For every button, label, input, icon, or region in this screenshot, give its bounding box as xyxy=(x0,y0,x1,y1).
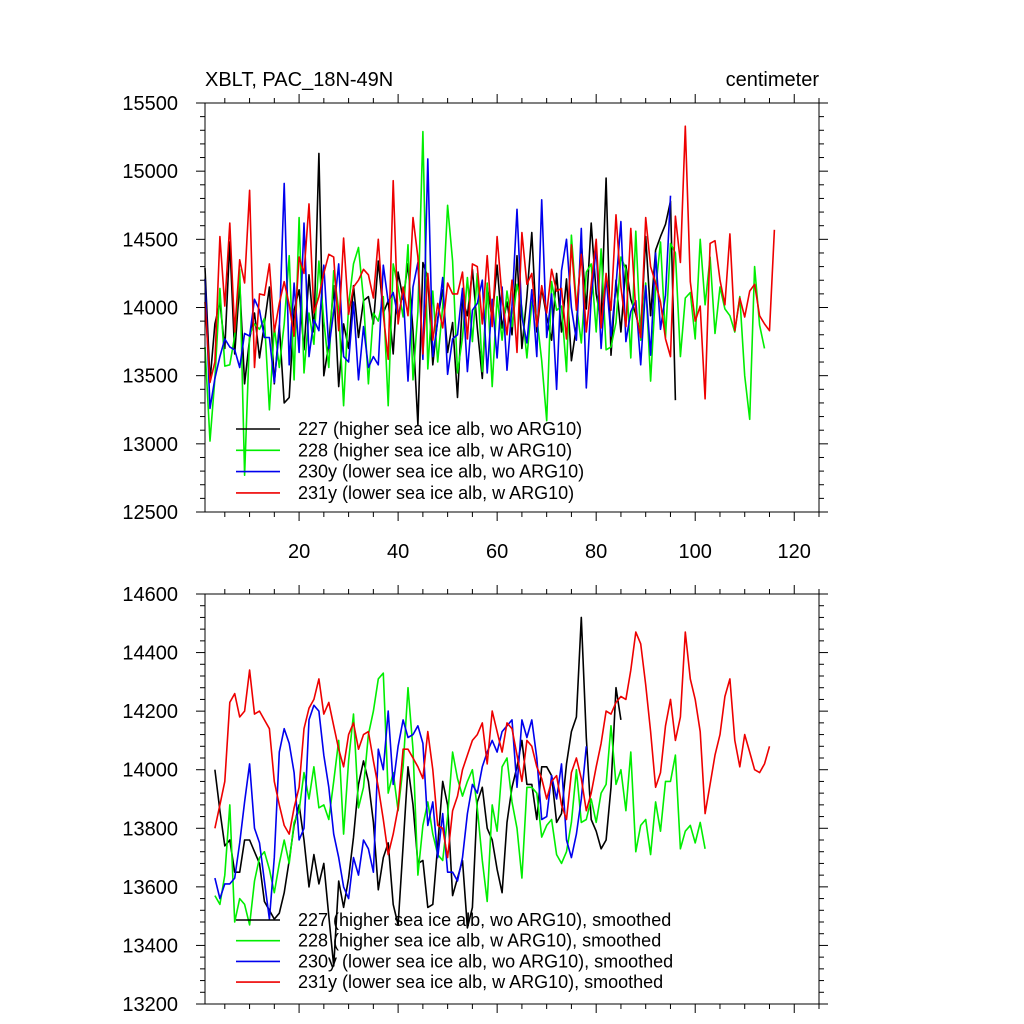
y-tick-label: 13500 xyxy=(122,366,178,388)
x-tick-label: 80 xyxy=(585,541,607,563)
series-line-2 xyxy=(204,158,672,410)
bottom-legend: 227 (higher sea ice alb, wo ARG10), smoo… xyxy=(236,910,673,992)
legend-label-2: 230y (lower sea ice alb, wo ARG10), smoo… xyxy=(298,951,673,971)
units-label: centimeter xyxy=(726,69,820,91)
y-tick-label: 14500 xyxy=(122,229,178,251)
y-tick-label: 13200 xyxy=(122,994,178,1016)
top-series-lines xyxy=(204,125,776,477)
bottom-plot-frame xyxy=(204,593,820,1005)
y-tick-label: 13000 xyxy=(122,434,178,456)
legend-label-3: 231y (lower sea ice alb, w ARG10) xyxy=(298,483,574,503)
y-tick-label: 13400 xyxy=(122,935,178,957)
series-line-3 xyxy=(214,631,771,859)
y-tick-label: 15000 xyxy=(122,161,178,183)
legend-label-3: 231y (lower sea ice alb, w ARG10), smoot… xyxy=(298,972,663,992)
series-line-2 xyxy=(214,704,588,920)
y-tick-label: 14000 xyxy=(122,298,178,320)
legend-label-0: 227 (higher sea ice alb, wo ARG10) xyxy=(298,419,582,439)
y-tick-label: 14000 xyxy=(122,760,178,782)
y-tick-label: 15500 xyxy=(122,93,178,115)
legend-label-2: 230y (lower sea ice alb, wo ARG10) xyxy=(298,462,584,482)
top-legend: 227 (higher sea ice alb, wo ARG10)228 (h… xyxy=(236,419,584,503)
y-tick-label: 12500 xyxy=(122,502,178,524)
x-tick-label: 120 xyxy=(778,541,811,563)
y-tick-label: 13800 xyxy=(122,818,178,840)
y-tick-label: 13600 xyxy=(122,877,178,899)
top-plot-frame xyxy=(204,102,820,513)
x-tick-label: 40 xyxy=(387,541,409,563)
x-tick-label: 20 xyxy=(288,541,310,563)
y-tick-label: 14400 xyxy=(122,643,178,665)
y-tick-label: 14600 xyxy=(122,584,178,606)
top-axis-ticks: 12500 13000 13500 14000 14500 15000 15500 20 40 6… xyxy=(122,93,828,563)
y-tick-label: 14200 xyxy=(122,701,178,723)
bottom-panel: 13200 13400 13600 13800 14000 14200 14400 14600… xyxy=(122,584,828,1016)
bottom-series-lines xyxy=(214,616,771,967)
series-line-1 xyxy=(214,672,706,926)
legend-label-1: 228 (higher sea ice alb, w ARG10), smoot… xyxy=(298,931,661,951)
bottom-axis-ticks: 13200 13400 13600 13800 14000 14200 14400 14600 xyxy=(122,584,828,1016)
chart-title: XBLT, PAC_18N-49N xyxy=(205,69,393,91)
series-line-3 xyxy=(204,125,776,400)
x-tick-label: 100 xyxy=(679,541,712,563)
top-panel: XBLT, PAC_18N-49N centimeter 12500130001… xyxy=(122,69,828,563)
x-tick-label: 60 xyxy=(486,541,508,563)
legend-label-0: 227 (higher sea ice alb, wo ARG10), smoo… xyxy=(298,910,671,930)
legend-label-1: 228 (higher sea ice alb, w ARG10) xyxy=(298,440,572,460)
